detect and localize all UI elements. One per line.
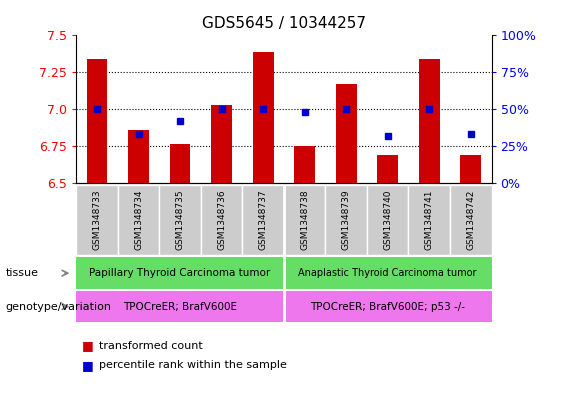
Bar <box>284 257 492 289</box>
Bar <box>284 185 325 255</box>
Title: GDS5645 / 10344257: GDS5645 / 10344257 <box>202 17 366 31</box>
Text: percentile rank within the sample: percentile rank within the sample <box>99 360 287 371</box>
Text: GSM1348737: GSM1348737 <box>259 190 268 250</box>
Text: genotype/variation: genotype/variation <box>6 301 112 312</box>
Bar <box>76 185 118 255</box>
Bar <box>460 155 481 183</box>
Bar <box>377 155 398 183</box>
Text: transformed count: transformed count <box>99 341 203 351</box>
Text: GSM1348734: GSM1348734 <box>134 190 143 250</box>
Text: GSM1348742: GSM1348742 <box>466 190 475 250</box>
Text: TPOCreER; BrafV600E: TPOCreER; BrafV600E <box>123 301 237 312</box>
Bar <box>242 185 284 255</box>
Text: GSM1348738: GSM1348738 <box>300 190 309 250</box>
Bar <box>201 185 242 255</box>
Bar <box>450 185 492 255</box>
Bar <box>336 84 357 183</box>
Bar <box>408 185 450 255</box>
Bar <box>76 291 284 322</box>
Bar <box>170 144 190 183</box>
Bar <box>419 59 440 183</box>
Text: GSM1348735: GSM1348735 <box>176 190 185 250</box>
Text: Anaplastic Thyroid Carcinoma tumor: Anaplastic Thyroid Carcinoma tumor <box>298 268 477 278</box>
Text: ■: ■ <box>82 339 94 353</box>
Bar <box>325 185 367 255</box>
Bar <box>118 185 159 255</box>
Bar <box>86 59 107 183</box>
Text: Papillary Thyroid Carcinoma tumor: Papillary Thyroid Carcinoma tumor <box>89 268 271 278</box>
Bar <box>284 291 492 322</box>
Text: GSM1348741: GSM1348741 <box>425 190 434 250</box>
Bar <box>294 146 315 183</box>
Text: GSM1348740: GSM1348740 <box>383 190 392 250</box>
Text: GSM1348739: GSM1348739 <box>342 190 351 250</box>
Text: TPOCreER; BrafV600E; p53 -/-: TPOCreER; BrafV600E; p53 -/- <box>310 301 465 312</box>
Text: tissue: tissue <box>6 268 38 278</box>
Bar <box>367 185 408 255</box>
Text: ■: ■ <box>82 359 94 372</box>
Bar <box>253 51 273 183</box>
Bar <box>76 257 284 289</box>
Bar <box>159 185 201 255</box>
Text: GSM1348736: GSM1348736 <box>217 190 226 250</box>
Bar <box>128 130 149 183</box>
Text: GSM1348733: GSM1348733 <box>93 190 102 250</box>
Bar <box>211 105 232 183</box>
